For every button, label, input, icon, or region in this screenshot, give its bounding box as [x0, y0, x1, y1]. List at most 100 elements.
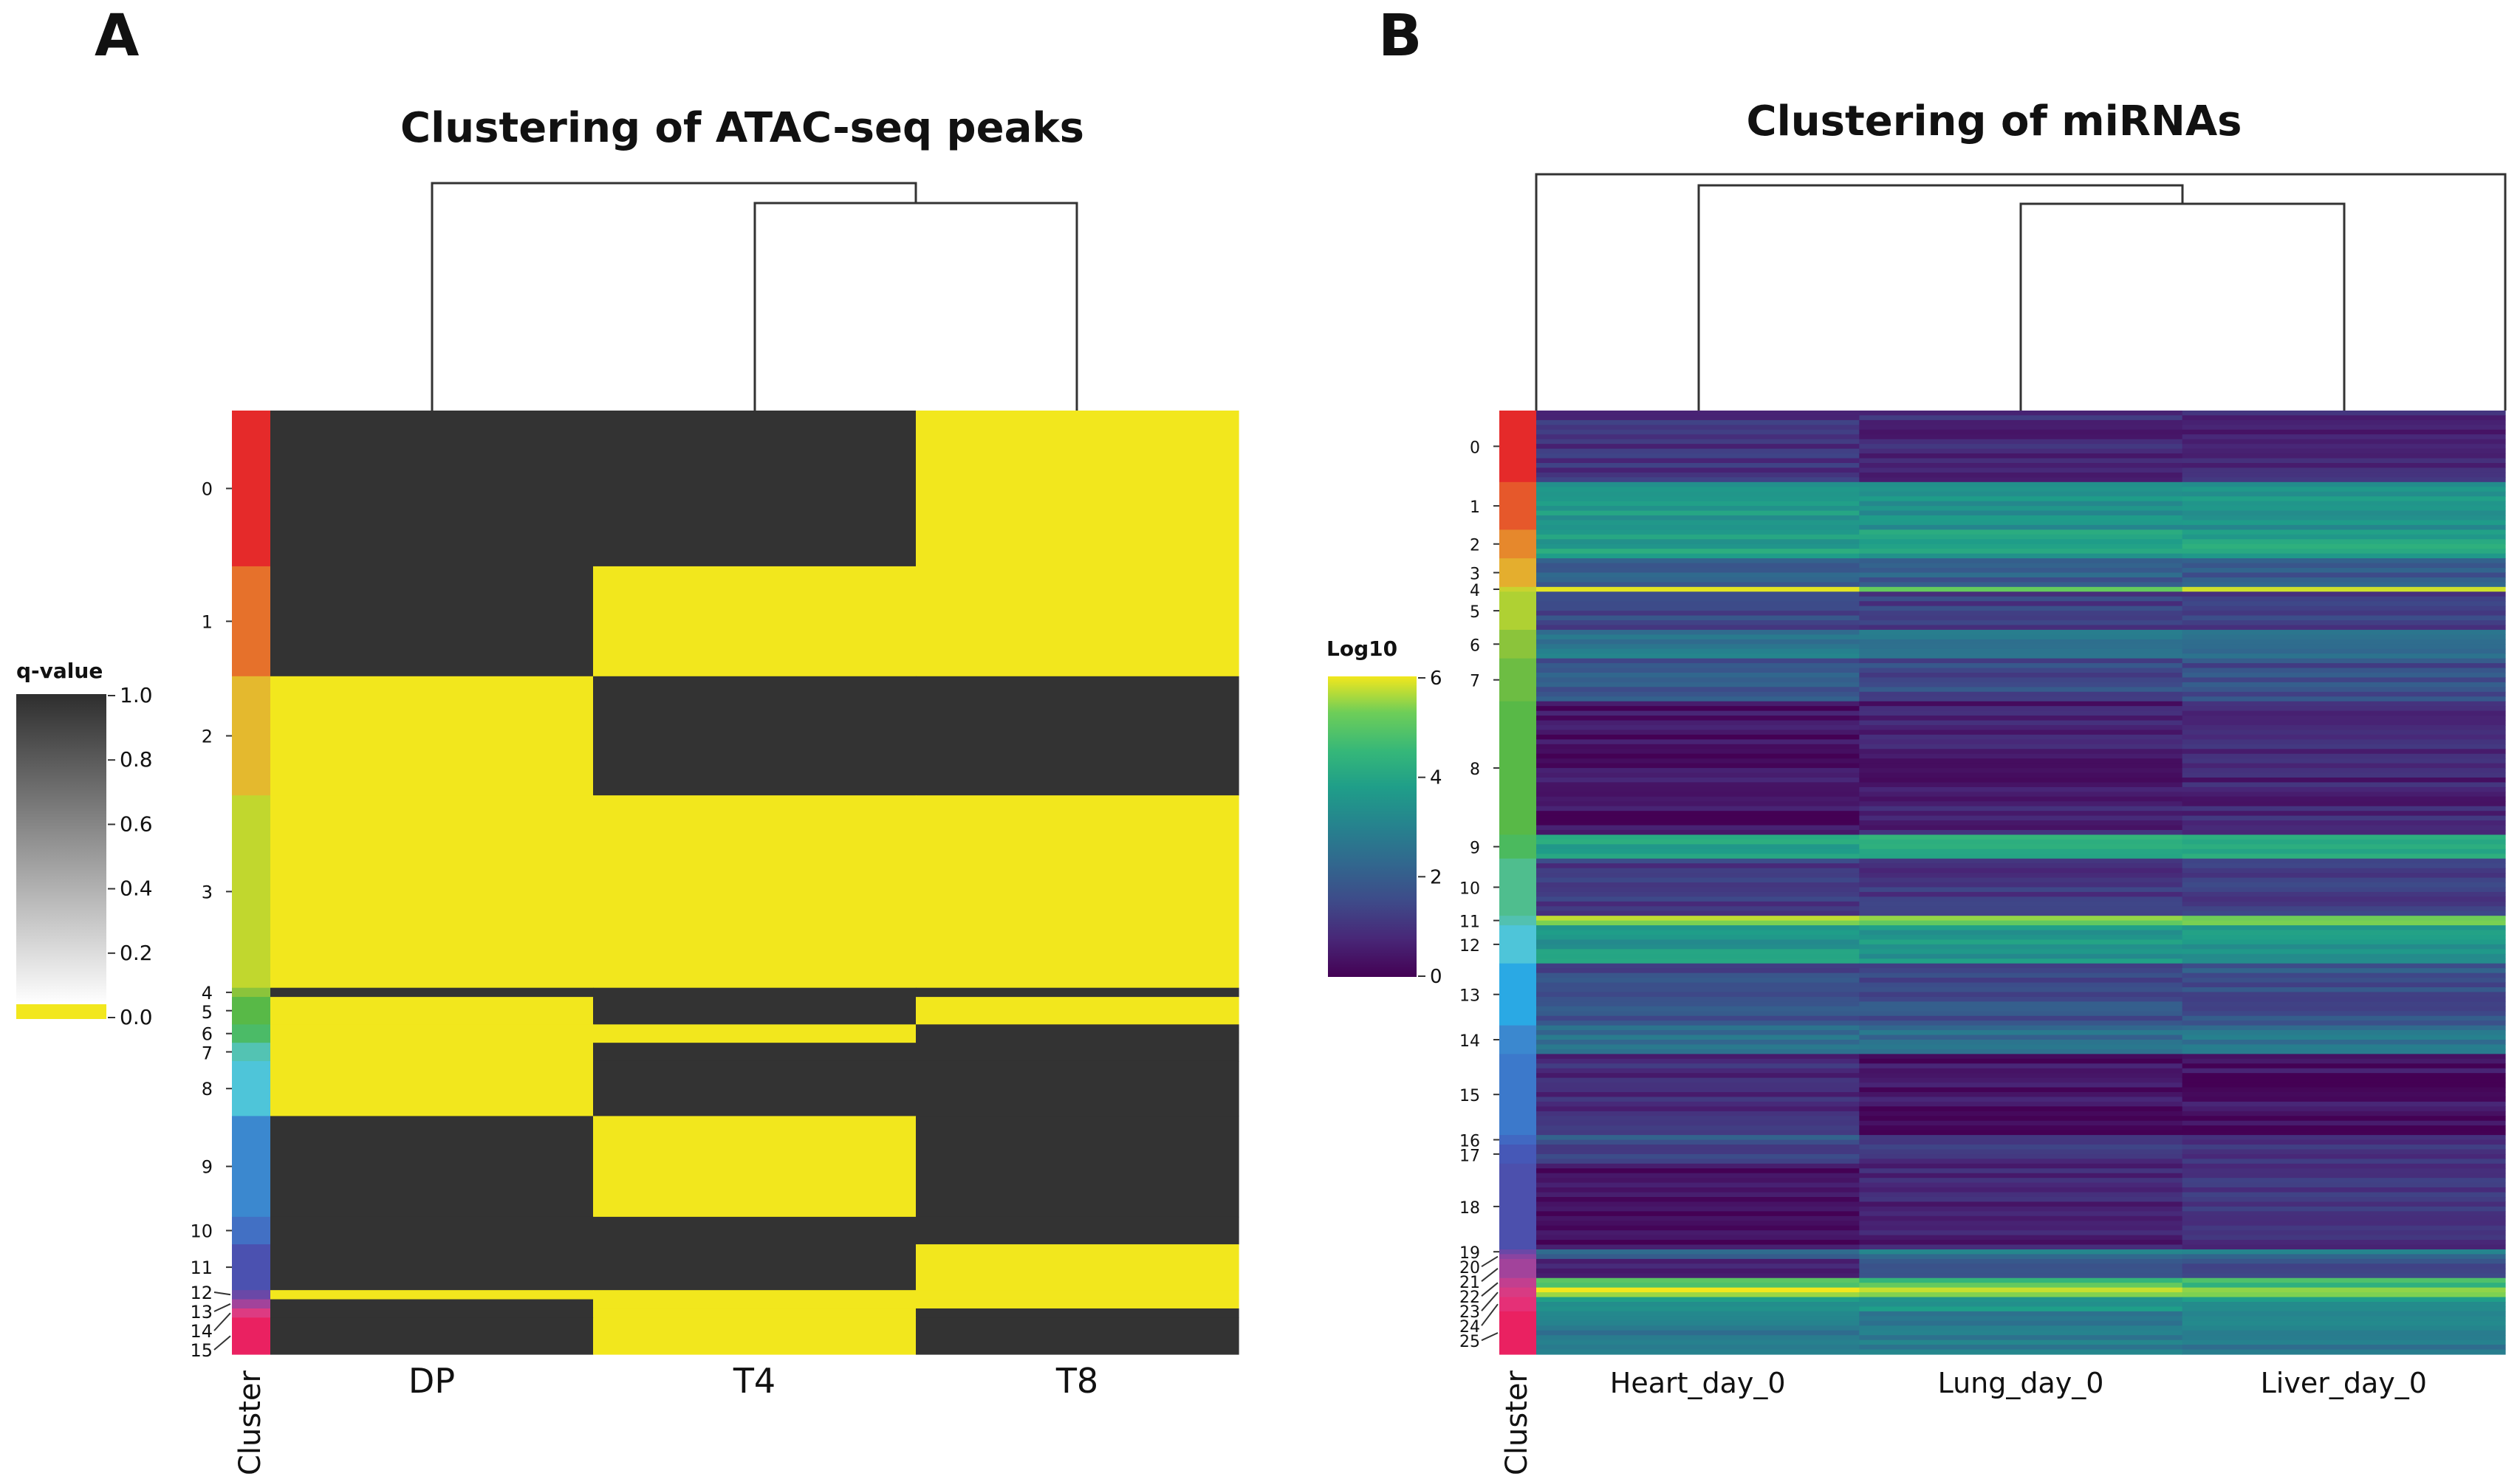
heatmap-cell-b-14-Heart_day_0: [1536, 1035, 1860, 1040]
heatmap-cell-b-0-Liver_day_0: [2182, 458, 2506, 464]
heatmap-cell-b-4-Liver_day_0: [2182, 586, 2506, 592]
heatmap-cell-b-25-Liver_day_0: [2182, 1316, 2506, 1322]
heatmap-cell-b-10-Liver_day_0: [2182, 863, 2506, 869]
heatmap-cell-b-5-Heart_day_0: [1536, 611, 1860, 617]
heatmap-cell-b-15-Heart_day_0: [1536, 1125, 1860, 1131]
heatmap-cell-b-8-Lung_day_0: [1859, 730, 2183, 735]
heatmap-cell-b-13-Lung_day_0: [1859, 992, 2183, 998]
heatmap-cell-b-18-Lung_day_0: [1859, 1173, 2183, 1179]
cluster-label-17: 17: [1459, 1147, 1480, 1166]
heatmap-cell-b-18-Lung_day_0: [1859, 1235, 2183, 1241]
heatmap-cell-b-8-Lung_day_0: [1859, 720, 2183, 726]
qvalue-colorbar: [16, 694, 106, 1004]
heatmap-cell-b-15-Liver_day_0: [2182, 1106, 2506, 1112]
cluster-label-11: 11: [1459, 913, 1480, 932]
heatmap-cell-b-10-Liver_day_0: [2182, 891, 2506, 897]
heatmap-cell-b-15-Liver_day_0: [2182, 1073, 2506, 1079]
heatmap-cell-b-13-Lung_day_0: [1859, 996, 2183, 1002]
heatmap-cell-b-10-Liver_day_0: [2182, 868, 2506, 874]
heatmap-cell-b-1-Liver_day_0: [2182, 515, 2506, 521]
heatmap-cell-b-5-Liver_day_0: [2182, 611, 2506, 617]
heatmap-cell-a-10-T4: [593, 1216, 917, 1245]
heatmap-cell-b-0-Liver_day_0: [2182, 448, 2506, 454]
heatmap-cell-b-13-Heart_day_0: [1536, 963, 1860, 969]
heatmap-cell-b-8-Liver_day_0: [2182, 820, 2506, 826]
heatmap-cell-b-0-Heart_day_0: [1536, 477, 1860, 483]
heatmap-cell-a-1-T8: [916, 566, 1239, 677]
heatmap-cell-b-12-Liver_day_0: [2182, 939, 2506, 945]
heatmap-cell-b-13-Liver_day_0: [2182, 1011, 2506, 1017]
heatmap-cell-b-19-Lung_day_0: [1859, 1249, 2183, 1255]
heatmap-cell-b-1-Heart_day_0: [1536, 510, 1860, 516]
heatmap-cell-b-17-Liver_day_0: [2182, 1145, 2506, 1150]
heatmap-cell-b-1-Heart_day_0: [1536, 520, 1860, 526]
panel-a-title: Clustering of ATAC-seq peaks: [400, 104, 1084, 152]
heatmap-cell-b-15-Lung_day_0: [1859, 1130, 2183, 1136]
heatmap-cell-b-8-Lung_day_0: [1859, 725, 2183, 731]
heatmap-cell-b-11-Heart_day_0: [1536, 916, 1860, 922]
heatmap-cell-b-15-Heart_day_0: [1536, 1063, 1860, 1069]
heatmap-cell-b-0-Heart_day_0: [1536, 444, 1860, 450]
heatmap-cell-b-16-Lung_day_0: [1859, 1135, 2183, 1141]
heatmap-cell-a-4-T4: [593, 987, 917, 998]
heatmap-cell-b-8-Liver_day_0: [2182, 778, 2506, 783]
heatmap-cell-b-13-Heart_day_0: [1536, 968, 1860, 974]
cluster-bar-1: [1499, 481, 1536, 530]
heatmap-cell-b-25-Lung_day_0: [1859, 1311, 2183, 1317]
qvalue-colorbar-title: q-value: [16, 659, 103, 683]
heatmap-cell-b-14-Liver_day_0: [2182, 1030, 2506, 1036]
cluster-label-4: 4: [202, 983, 213, 1004]
heatmap-cell-b-10-Heart_day_0: [1536, 858, 1860, 864]
cluster-bar-4: [1499, 586, 1536, 592]
heatmap-cell-b-18-Liver_day_0: [2182, 1240, 2506, 1246]
heatmap-cell-b-15-Liver_day_0: [2182, 1101, 2506, 1107]
heatmap-cell-b-5-Lung_day_0: [1859, 601, 2183, 607]
heatmap-cell-b-14-Liver_day_0: [2182, 1044, 2506, 1050]
heatmap-cell-b-25-Liver_day_0: [2182, 1330, 2506, 1336]
panel-b-label: B: [1378, 3, 1422, 69]
heatmap-cell-b-18-Liver_day_0: [2182, 1197, 2506, 1203]
heatmap-cell-b-18-Heart_day_0: [1536, 1240, 1860, 1246]
heatmap-cell-b-18-Lung_day_0: [1859, 1206, 2183, 1212]
cluster-label-9: 9: [1470, 840, 1480, 858]
heatmap-cell-b-1-Liver_day_0: [2182, 496, 2506, 502]
heatmap-cell-b-9-Liver_day_0: [2182, 854, 2506, 860]
heatmap-cell-b-24-Lung_day_0: [1859, 1297, 2183, 1303]
heatmap-cell-b-8-Lung_day_0: [1859, 815, 2183, 821]
heatmap-cell-b-24-Lung_day_0: [1859, 1306, 2183, 1312]
heatmap-cell-b-15-Lung_day_0: [1859, 1120, 2183, 1126]
cluster-bar-15: [1499, 1054, 1536, 1136]
heatmap-cell-b-12-Heart_day_0: [1536, 935, 1860, 941]
heatmap-cell-a-9-T4: [593, 1116, 917, 1218]
heatmap-cell-b-8-Lung_day_0: [1859, 820, 2183, 826]
heatmap-cell-b-8-Heart_day_0: [1536, 720, 1860, 726]
cluster-leader-line: [213, 1291, 231, 1296]
heatmap-cell-b-8-Heart_day_0: [1536, 753, 1860, 759]
heatmap-cell-b-23-Heart_day_0: [1536, 1292, 1860, 1298]
heatmap-cell-b-5-Heart_day_0: [1536, 615, 1860, 621]
heatmap-cell-b-14-Heart_day_0: [1536, 1049, 1860, 1054]
heatmap-cell-b-13-Liver_day_0: [2182, 1020, 2506, 1026]
heatmap-cell-b-1-Lung_day_0: [1859, 501, 2183, 507]
cluster-bar-21: [1499, 1258, 1536, 1279]
heatmap-cell-b-0-Lung_day_0: [1859, 419, 2183, 425]
heatmap-cell-b-8-Lung_day_0: [1859, 706, 2183, 712]
heatmap-cell-b-5-Lung_day_0: [1859, 606, 2183, 611]
heatmap-cell-b-24-Heart_day_0: [1536, 1302, 1860, 1308]
heatmap-cell-b-17-Heart_day_0: [1536, 1149, 1860, 1155]
heatmap-cell-b-7-Liver_day_0: [2182, 687, 2506, 693]
heatmap-cell-b-12-Heart_day_0: [1536, 953, 1860, 959]
colorbar-tick-label: 0.4: [120, 876, 153, 901]
heatmap-cell-b-25-Heart_day_0: [1536, 1311, 1860, 1317]
heatmap-cell-b-13-Liver_day_0: [2182, 978, 2506, 984]
heatmap-cell-b-10-Lung_day_0: [1859, 868, 2183, 874]
heatmap-cell-b-5-Liver_day_0: [2182, 625, 2506, 631]
heatmap-cell-b-22-Heart_day_0: [1536, 1283, 1860, 1289]
heatmap-cell-b-8-Lung_day_0: [1859, 701, 2183, 707]
heatmap-cell-b-17-Heart_day_0: [1536, 1153, 1860, 1159]
cluster-bar-8: [232, 1060, 270, 1116]
heatmap-cell-b-13-Liver_day_0: [2182, 1015, 2506, 1021]
heatmap-cell-a-9-T8: [916, 1116, 1239, 1218]
heatmap-cell-b-7-Liver_day_0: [2182, 691, 2506, 697]
heatmap-cell-b-25-Liver_day_0: [2182, 1335, 2506, 1341]
